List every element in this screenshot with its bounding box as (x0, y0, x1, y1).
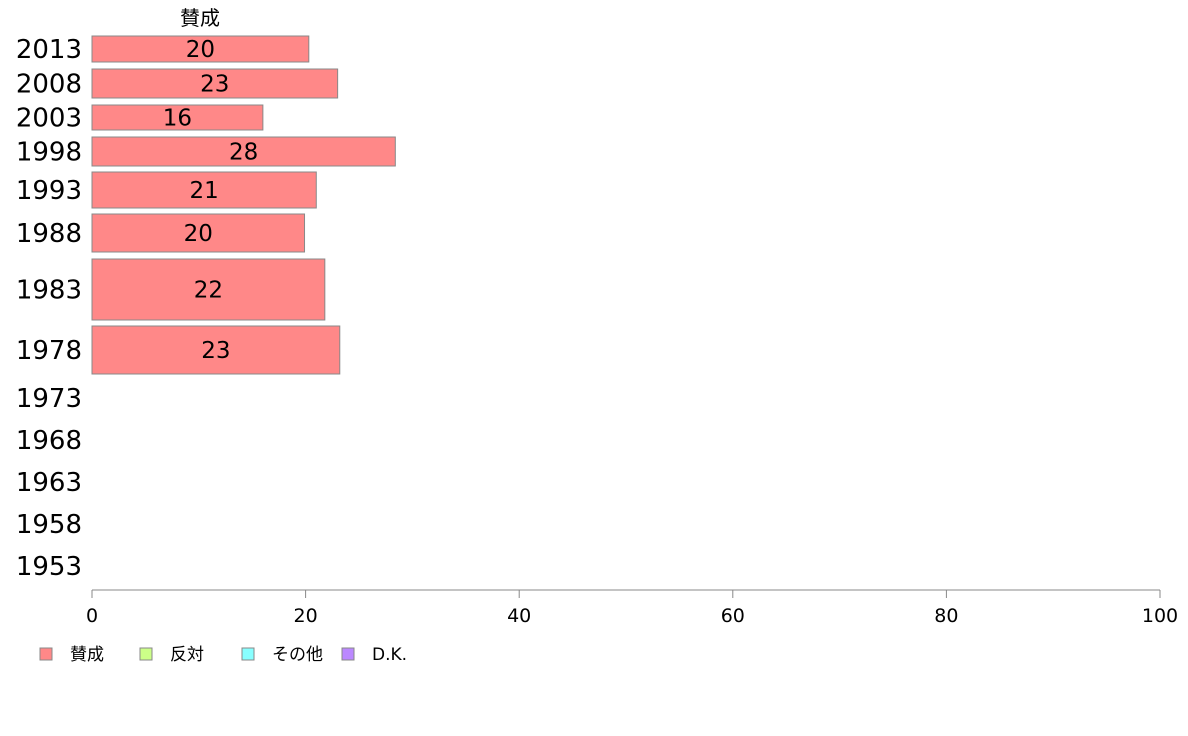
bar-value-label-1998: 28 (229, 140, 258, 166)
bar-1988-series-0 (91, 213, 306, 253)
x-axis: 0 20 40 60 80 100 (86, 589, 1178, 627)
category-label-1973: 1973 (16, 384, 82, 414)
legend: 賛成 反対 その他 D.K. (39, 645, 407, 665)
category-label-2013: 2013 (16, 35, 82, 65)
legend-swatch-3 (341, 647, 355, 661)
category-label-1958: 1958 (16, 510, 82, 540)
bar-value-label-1983: 22 (194, 278, 223, 304)
category-label-1988: 1988 (16, 219, 82, 249)
category-label-1968: 1968 (16, 426, 82, 456)
category-label-1983: 1983 (16, 276, 82, 306)
bar-value-label-1988: 20 (184, 221, 213, 247)
bar-value-label-1993: 21 (189, 178, 218, 204)
bar-value-label-2013: 20 (186, 37, 215, 63)
x-tick-label-80: 80 (934, 605, 958, 627)
bar-2003-series-0 (91, 104, 264, 131)
bars-group: 20 23 16 28 21 20 22 23 (91, 35, 396, 375)
legend-swatch-2 (241, 647, 255, 661)
legend-label-1: 反対 (170, 645, 204, 665)
bar-1978-series-0 (91, 325, 341, 375)
x-tick-label-40: 40 (507, 605, 531, 627)
x-tick-label-0: 0 (86, 605, 98, 627)
x-tick-label-20: 20 (294, 605, 318, 627)
bar-value-label-1978: 23 (201, 338, 230, 364)
legend-label-3: D.K. (372, 645, 407, 665)
category-label-1963: 1963 (16, 468, 82, 498)
bar-1983-series-0 (91, 258, 326, 321)
bar-value-label-2003: 16 (163, 106, 192, 132)
bar-value-label-2008: 23 (200, 72, 229, 98)
legend-swatch-0 (39, 647, 53, 661)
category-label-1993: 1993 (16, 176, 82, 206)
category-label-1998: 1998 (16, 138, 82, 168)
legend-swatch-1 (139, 647, 153, 661)
legend-label-2: その他 (272, 645, 323, 665)
bar-1993-series-0 (91, 171, 317, 209)
x-tick-label-60: 60 (721, 605, 745, 627)
bar-2013-series-0 (91, 35, 310, 63)
category-label-2008: 2008 (16, 70, 82, 100)
column-header: 賛成 (180, 6, 220, 30)
legend-label-0: 賛成 (70, 645, 104, 665)
x-tick-label-100: 100 (1142, 605, 1178, 627)
category-label-1953: 1953 (16, 552, 82, 582)
category-label-2003: 2003 (16, 104, 82, 134)
bar-1998-series-0 (91, 136, 396, 167)
bar-2008-series-0 (91, 68, 339, 99)
category-label-1978: 1978 (16, 336, 82, 366)
category-labels: 2013 2008 2003 1998 1993 1988 1983 1978 1973 1968… (16, 35, 82, 582)
